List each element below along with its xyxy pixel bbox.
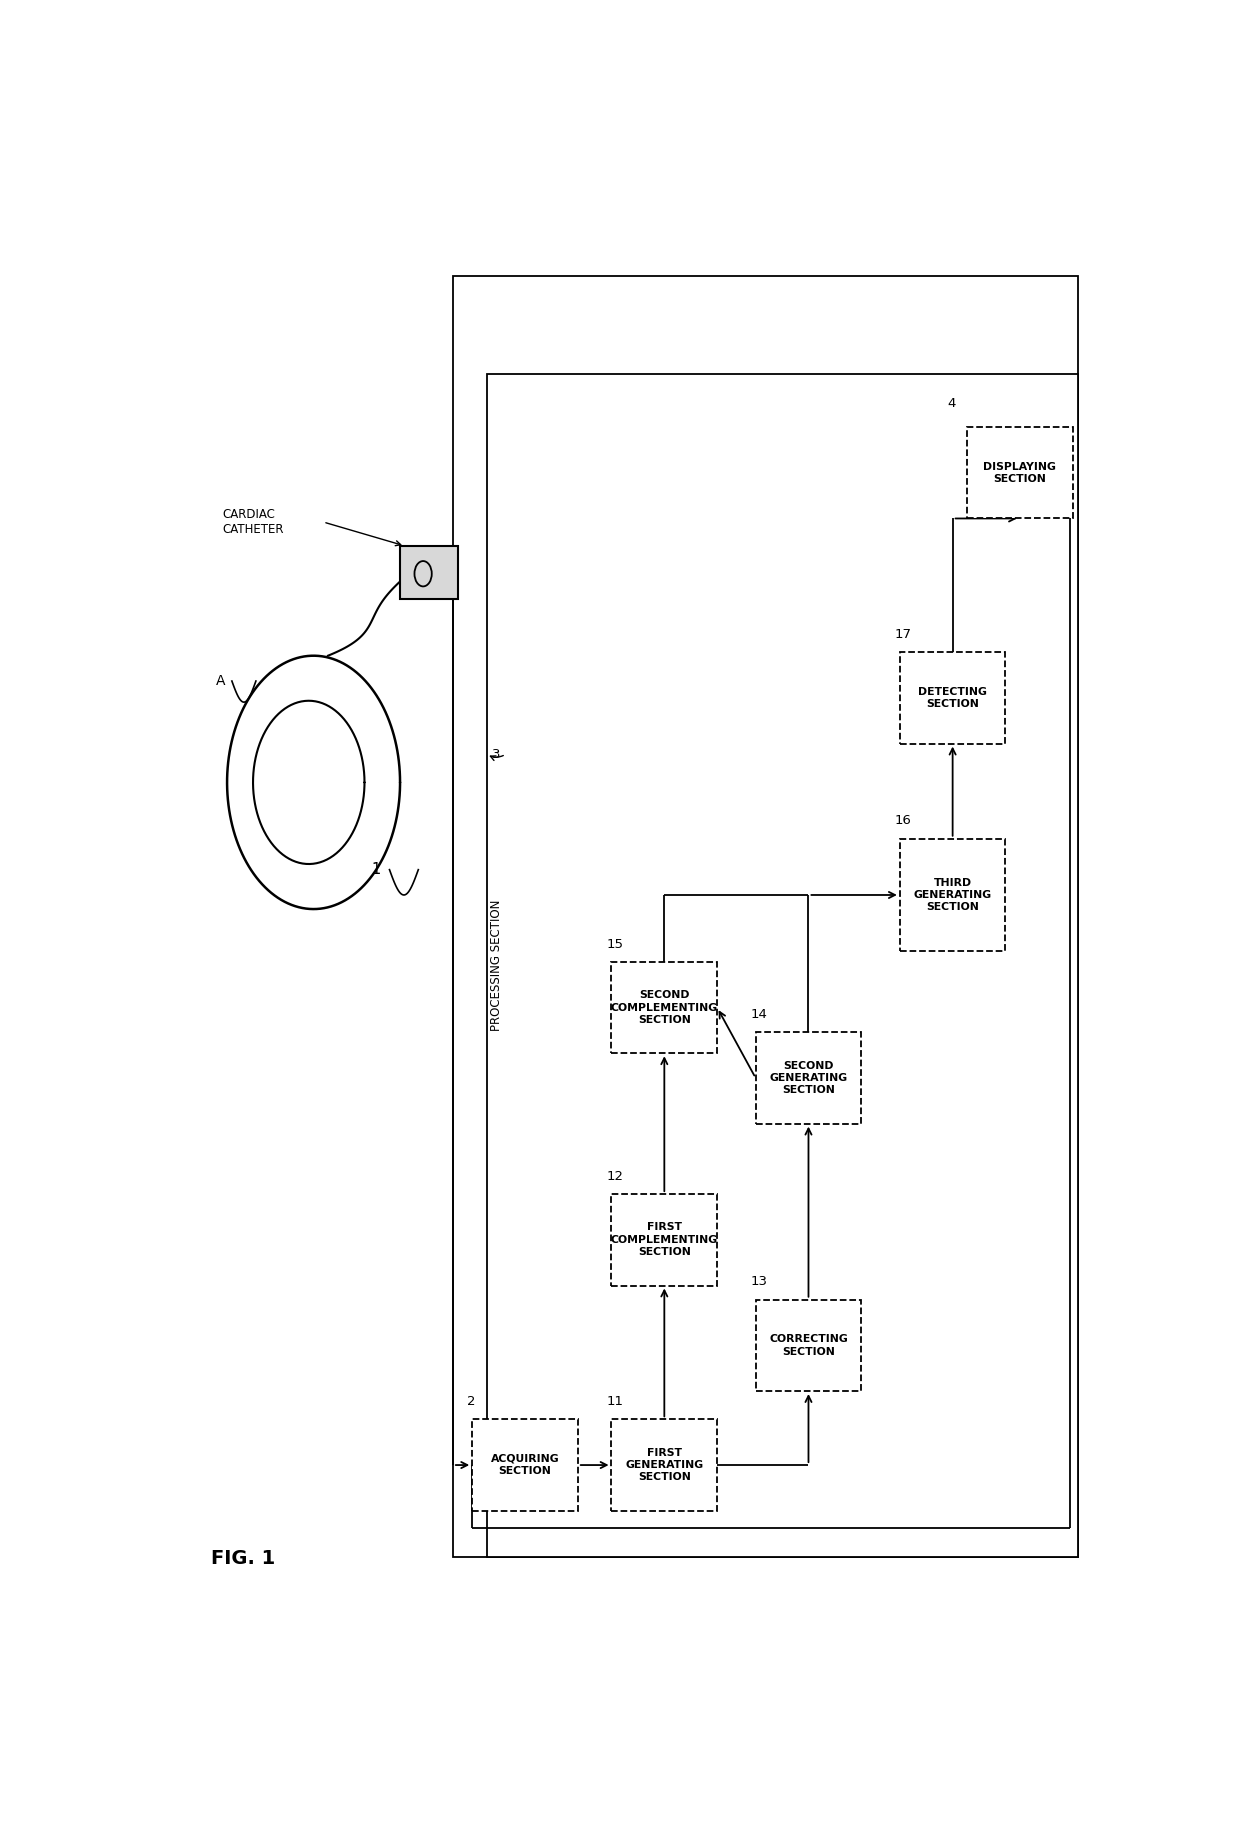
- Bar: [401, 547, 458, 600]
- FancyBboxPatch shape: [755, 1033, 862, 1124]
- FancyBboxPatch shape: [611, 1419, 717, 1510]
- Text: ACQUIRING
SECTION: ACQUIRING SECTION: [491, 1453, 559, 1477]
- Bar: [453, 276, 1078, 1557]
- Text: DISPLAYING
SECTION: DISPLAYING SECTION: [983, 461, 1056, 484]
- FancyBboxPatch shape: [611, 1194, 717, 1285]
- Text: 13: 13: [751, 1276, 768, 1289]
- Text: FIG. 1: FIG. 1: [211, 1548, 275, 1568]
- Text: 4: 4: [947, 397, 956, 409]
- Text: A: A: [216, 675, 226, 687]
- Text: THIRD
GENERATING
SECTION: THIRD GENERATING SECTION: [914, 877, 992, 912]
- FancyBboxPatch shape: [967, 428, 1073, 519]
- Text: CARDIAC
CATHETER: CARDIAC CATHETER: [222, 508, 284, 536]
- Text: SECOND
COMPLEMENTING
SECTION: SECOND COMPLEMENTING SECTION: [611, 991, 718, 1026]
- Text: 2: 2: [467, 1395, 476, 1408]
- Text: PROCESSING SECTION: PROCESSING SECTION: [490, 899, 502, 1031]
- FancyBboxPatch shape: [755, 1300, 862, 1391]
- Text: 17: 17: [895, 629, 911, 642]
- FancyBboxPatch shape: [472, 1419, 578, 1510]
- Bar: [486, 375, 1078, 1557]
- FancyBboxPatch shape: [900, 839, 1006, 951]
- Text: 12: 12: [606, 1170, 624, 1183]
- FancyBboxPatch shape: [611, 962, 717, 1053]
- Text: 1: 1: [372, 863, 381, 877]
- Text: 3: 3: [492, 748, 501, 760]
- Text: 15: 15: [606, 938, 624, 951]
- Text: 11: 11: [606, 1395, 624, 1408]
- Text: FIRST
GENERATING
SECTION: FIRST GENERATING SECTION: [625, 1448, 703, 1483]
- Text: SECOND
GENERATING
SECTION: SECOND GENERATING SECTION: [769, 1060, 848, 1095]
- Text: CORRECTING
SECTION: CORRECTING SECTION: [769, 1334, 848, 1356]
- Text: 16: 16: [895, 815, 911, 828]
- FancyBboxPatch shape: [900, 653, 1006, 744]
- Text: DETECTING
SECTION: DETECTING SECTION: [918, 687, 987, 709]
- Text: 14: 14: [751, 1007, 768, 1022]
- Text: FIRST
COMPLEMENTING
SECTION: FIRST COMPLEMENTING SECTION: [611, 1223, 718, 1258]
